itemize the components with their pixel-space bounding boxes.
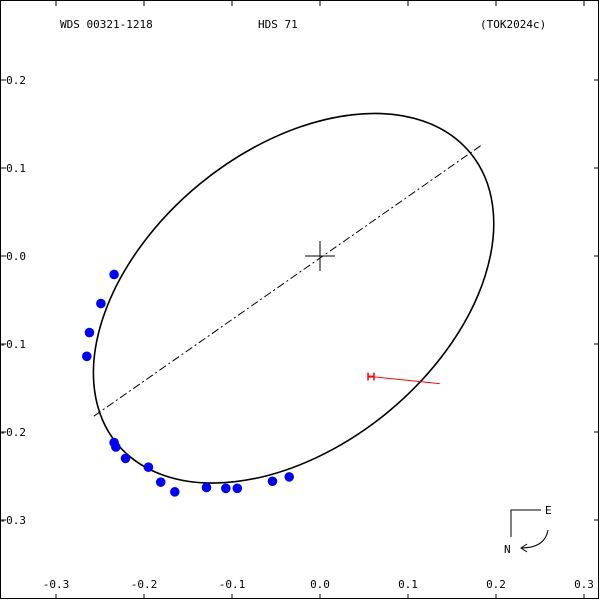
- observation-points: [82, 269, 295, 497]
- observation-point: [111, 442, 121, 452]
- x-tick-label: 0.1: [398, 578, 418, 591]
- observation-point: [284, 472, 295, 482]
- observation-point: [221, 483, 231, 494]
- x-tick-label: 0.3: [574, 578, 594, 591]
- observation-point: [143, 462, 154, 473]
- x-tick-label: -0.3: [43, 578, 70, 591]
- orbit-layer: [92, 112, 495, 484]
- observation-point: [170, 487, 180, 497]
- observation-point: [96, 298, 106, 309]
- residual-line: [370, 376, 440, 385]
- compass-rotation-arrow: [520, 529, 549, 549]
- x-tick-label: -0.2: [131, 578, 158, 591]
- line-of-apsides: [93, 143, 484, 417]
- observation-point: [201, 482, 212, 493]
- x-tick-label: 0.0: [310, 578, 330, 591]
- observation-point: [232, 483, 243, 494]
- observation-point: [84, 327, 95, 338]
- x-tick-label: -0.1: [219, 578, 246, 591]
- header-name: HDS 71: [258, 18, 298, 31]
- observation-point: [267, 476, 278, 487]
- y-tick-label: 0.0: [6, 250, 26, 263]
- y-tick-label: -0.1: [0, 338, 26, 351]
- y-tick-label: 0.1: [6, 162, 26, 175]
- observation-point: [82, 351, 92, 362]
- y-tick-label: 0.2: [6, 74, 26, 87]
- compass-east-label: E: [545, 504, 552, 517]
- compass-arrow-head: [520, 543, 528, 553]
- y-tick-label: -0.3: [0, 514, 26, 527]
- header-ref: (TOK2024c): [480, 18, 546, 31]
- x-tick-label: 0.2: [486, 578, 506, 591]
- compass-north-label: N: [504, 543, 511, 556]
- observation-point: [109, 269, 119, 280]
- compass-bracket: [510, 509, 541, 537]
- observation-point: [120, 453, 131, 464]
- observation-point: [155, 477, 166, 487]
- compass: E N: [504, 504, 552, 556]
- header-wds: WDS 00321-1218: [60, 18, 153, 31]
- orbit-ellipse: [92, 112, 495, 484]
- y-tick-label: -0.2: [0, 426, 26, 439]
